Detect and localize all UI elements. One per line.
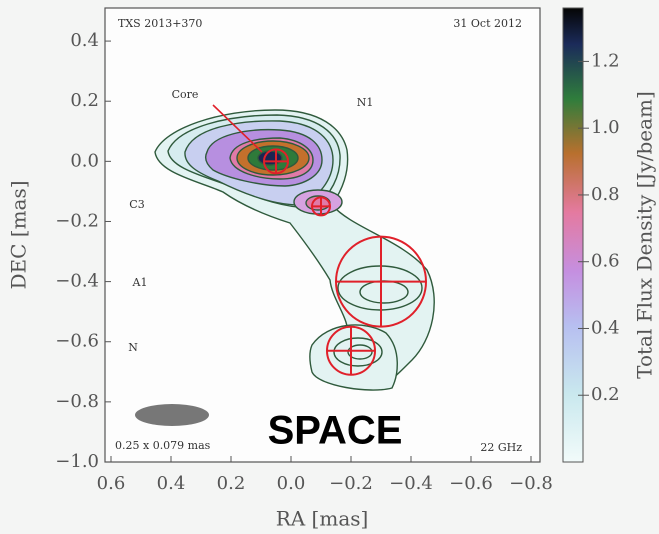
component-label: Core (172, 88, 199, 101)
beam-label: 0.25 x 0.079 mas (115, 439, 211, 452)
component-marker (336, 237, 426, 327)
y-tick-label: −1.0 (55, 451, 99, 472)
x-tick-label: −0.4 (389, 473, 433, 494)
colorbar (563, 8, 583, 462)
x-tick-label: 0.6 (97, 473, 126, 494)
chart: TXS 2013+370 31 Oct 2012 0.25 x 0.079 ma… (0, 0, 659, 534)
obs-date: 31 Oct 2012 (453, 17, 522, 30)
component-label: C3 (129, 198, 144, 211)
colorbar-label: Total Flux Density [Jy/beam] (633, 91, 657, 379)
overlay-text: SPACE (268, 409, 403, 453)
colorbar-tick-label: 0.6 (591, 251, 620, 272)
y-tick-label: −0.8 (55, 391, 99, 412)
x-tick-label: −0.6 (449, 473, 493, 494)
colorbar-tick-label: 0.8 (591, 184, 620, 205)
x-axis-label: RA [mas] (276, 507, 369, 531)
source-name: TXS 2013+370 (118, 17, 202, 30)
component-label: N1 (357, 96, 374, 109)
x-tick-label: 0.0 (277, 473, 306, 494)
component-marker (312, 197, 330, 215)
colorbar-tick-label: 1.0 (591, 117, 620, 138)
y-tick-label: 0.2 (70, 90, 99, 111)
component-marker (264, 149, 288, 173)
frequency: 22 GHz (480, 441, 522, 454)
y-axis-label: DEC [mas] (7, 180, 31, 289)
beam (135, 404, 209, 426)
component-label: A1 (132, 276, 148, 289)
colorbar-tick-label: 0.4 (591, 317, 620, 338)
colorbar-tick-label: 0.2 (591, 384, 620, 405)
y-tick-label: −0.2 (55, 210, 99, 231)
x-tick-label: −0.2 (329, 473, 373, 494)
y-tick-label: −0.6 (55, 331, 99, 352)
colorbar-tick-label: 1.2 (591, 50, 620, 71)
x-tick-label: 0.2 (217, 473, 246, 494)
component-label: N (128, 341, 138, 354)
x-tick-label: 0.4 (157, 473, 186, 494)
x-tick-label: −0.8 (509, 473, 553, 494)
y-tick-label: 0.0 (70, 150, 99, 171)
y-tick-label: 0.4 (70, 30, 99, 51)
component-marker (327, 327, 375, 375)
y-tick-label: −0.4 (55, 271, 99, 292)
